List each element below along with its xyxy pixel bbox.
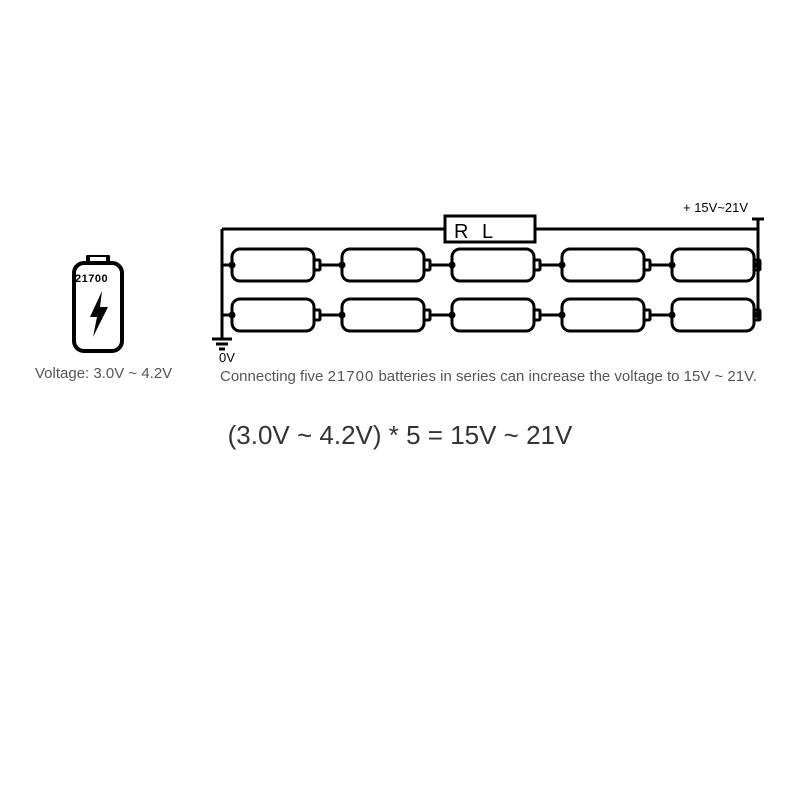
positive-terminal-label: + 15V~21V <box>683 200 748 215</box>
caption-text: Connecting five 21700 batteries in serie… <box>220 368 780 385</box>
battery-voltage-label: Voltage: 3.0V ~ 4.2V <box>35 365 172 382</box>
diagram-container: 21700 Voltage: 3.0V ~ 4.2V R L + 15V~21V… <box>0 205 800 455</box>
battery-model-label: 21700 <box>75 273 108 285</box>
negative-terminal-label: 0V <box>219 350 235 365</box>
load-resistor-label: R L <box>454 221 497 244</box>
formula-text: (3.0V ~ 4.2V) * 5 = 15V ~ 21V <box>0 420 800 451</box>
battery-icon <box>68 255 128 355</box>
